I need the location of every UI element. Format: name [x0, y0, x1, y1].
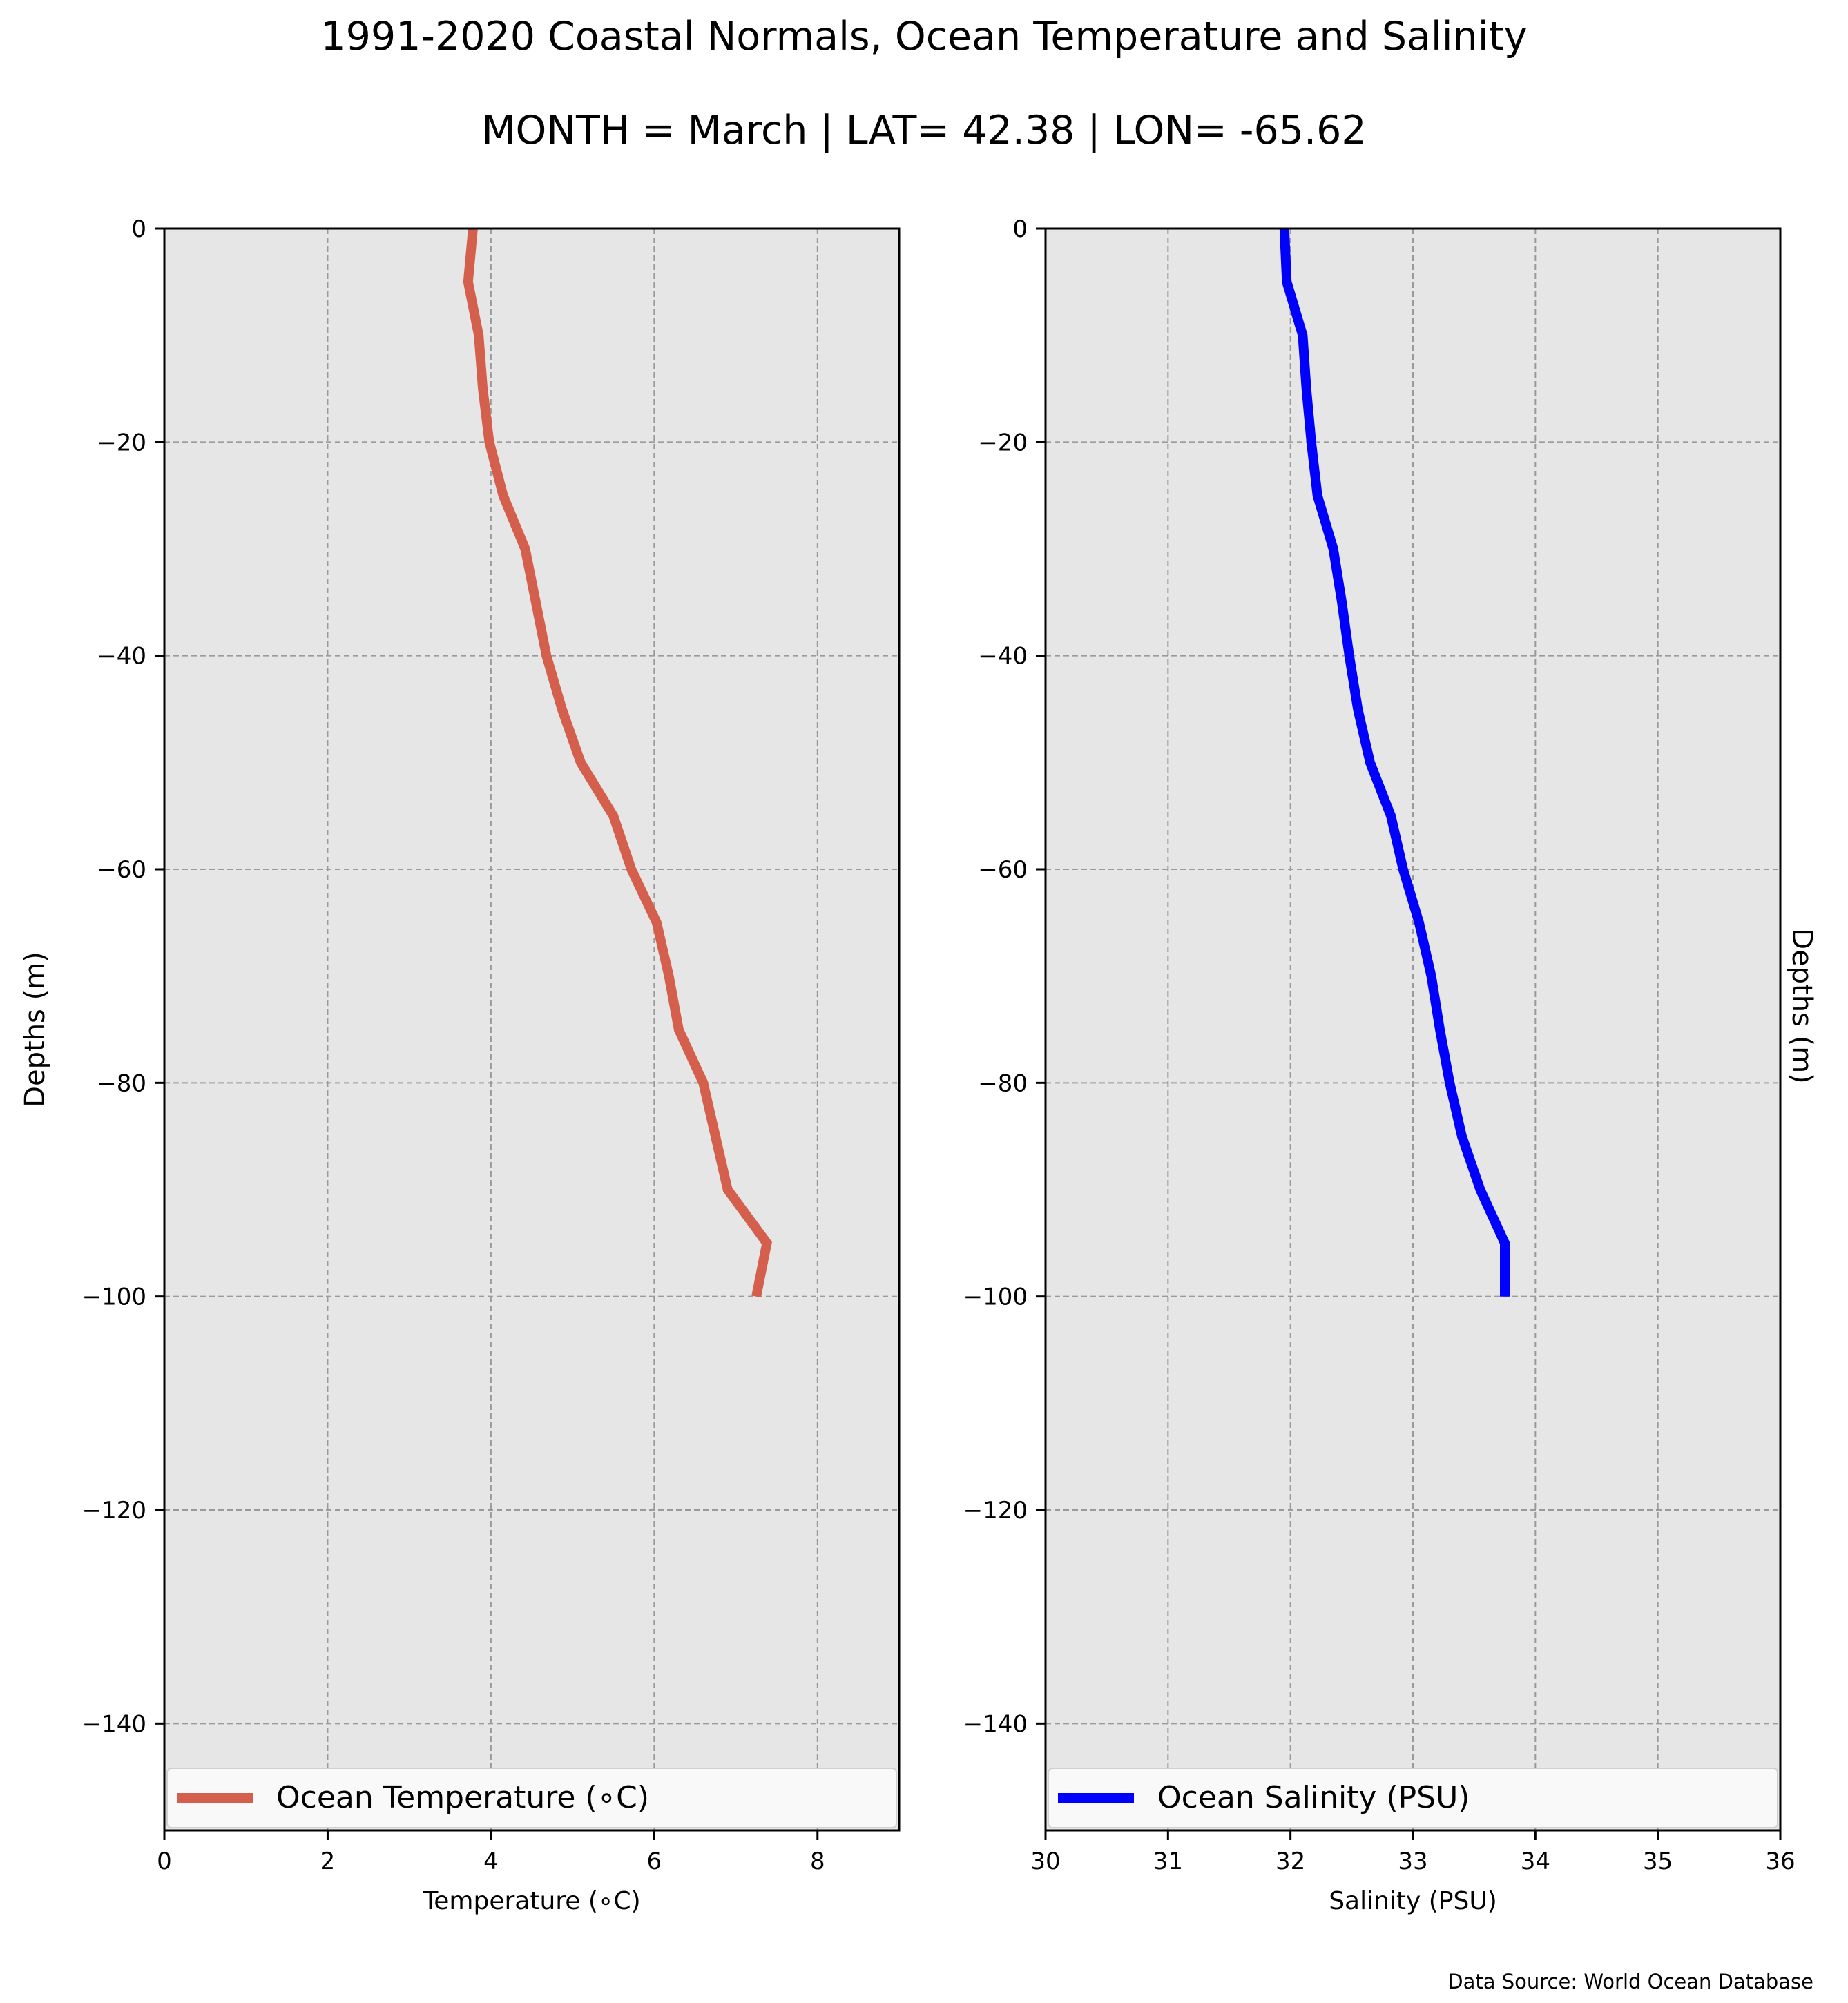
temperature-panel: 0 2 4 6 8 0 −20 −40 −60 −80 −100 −120 −140 Temperatur…: [19, 215, 901, 1915]
salinity-y-tick-label: −120: [963, 1497, 1028, 1525]
temperature-plot-area: [164, 229, 899, 1830]
temperature-y-tick-label: −20: [97, 429, 146, 456]
data-source-note: Data Source: World Ocean Database: [1447, 1970, 1813, 1993]
salinity-y-tick-label: −100: [963, 1284, 1028, 1311]
temperature-x-tick-label: 6: [647, 1848, 662, 1875]
temperature-y-tick-label: 0: [131, 215, 146, 243]
temperature-y-axis-label: Depths (m): [19, 951, 51, 1107]
salinity-x-axis-label: Salinity (PSU): [1329, 1887, 1497, 1915]
salinity-y-tick-label: −20: [978, 429, 1028, 456]
temperature-legend-box: [166, 1768, 897, 1828]
temperature-line: [463, 228, 772, 1298]
temperature-y-tick-label: −120: [82, 1497, 146, 1525]
salinity-x-tick-label: 30: [1030, 1848, 1060, 1875]
temperature-x-axis-label: Temperature (∘C): [422, 1887, 640, 1915]
figure-subtitle: MONTH = March | LAT= 42.38 | LON= -65.62: [481, 108, 1366, 153]
temperature-legend-label: Ocean Temperature (∘C): [276, 1780, 649, 1815]
temperature-x-tick-label: 2: [320, 1848, 336, 1875]
figure-title: 1991-2020 Coastal Normals, Ocean Tempera…: [320, 14, 1527, 59]
right-depth-axis-label: Depths (m): [1786, 928, 1818, 1084]
salinity-line: [1279, 228, 1510, 1297]
salinity-x-tick-label: 32: [1276, 1848, 1305, 1875]
temperature-y-tick-label: −60: [97, 856, 146, 884]
salinity-x-tick-label: 35: [1643, 1848, 1673, 1875]
temperature-x-tick-label: 8: [810, 1848, 825, 1875]
temperature-y-tick-label: −140: [82, 1710, 146, 1738]
salinity-x-tick-label: 34: [1521, 1848, 1550, 1875]
temperature-legend: Ocean Temperature (∘C): [166, 1768, 897, 1828]
salinity-x-tick-label: 33: [1398, 1848, 1427, 1875]
salinity-y-tick-label: −80: [978, 1070, 1028, 1097]
salinity-y-tick-label: 0: [1012, 215, 1028, 243]
salinity-y-tick-label: −60: [978, 856, 1028, 884]
temperature-y-tick-label: −80: [97, 1070, 146, 1097]
temperature-axes-frame: [163, 227, 901, 1832]
salinity-panel: 30 31 32 33 34 35 36 0 −20 −40 −60 −80 −100 −120 −140 S…: [963, 215, 1796, 1915]
salinity-legend: Ocean Salinity (PSU): [1048, 1768, 1778, 1828]
temperature-x-tick-label: 0: [157, 1848, 172, 1875]
temperature-x-tick-label: 4: [483, 1848, 499, 1875]
salinity-x-tick-label: 36: [1765, 1848, 1795, 1875]
salinity-y-tick-label: −140: [963, 1710, 1028, 1738]
temperature-y-tick-label: −40: [97, 643, 146, 670]
salinity-legend-box: [1048, 1768, 1778, 1828]
salinity-y-tick-label: −40: [978, 643, 1028, 670]
salinity-legend-label: Ocean Salinity (PSU): [1157, 1780, 1470, 1815]
temperature-y-tick-label: −100: [82, 1284, 146, 1311]
salinity-x-tick-label: 31: [1153, 1848, 1183, 1875]
